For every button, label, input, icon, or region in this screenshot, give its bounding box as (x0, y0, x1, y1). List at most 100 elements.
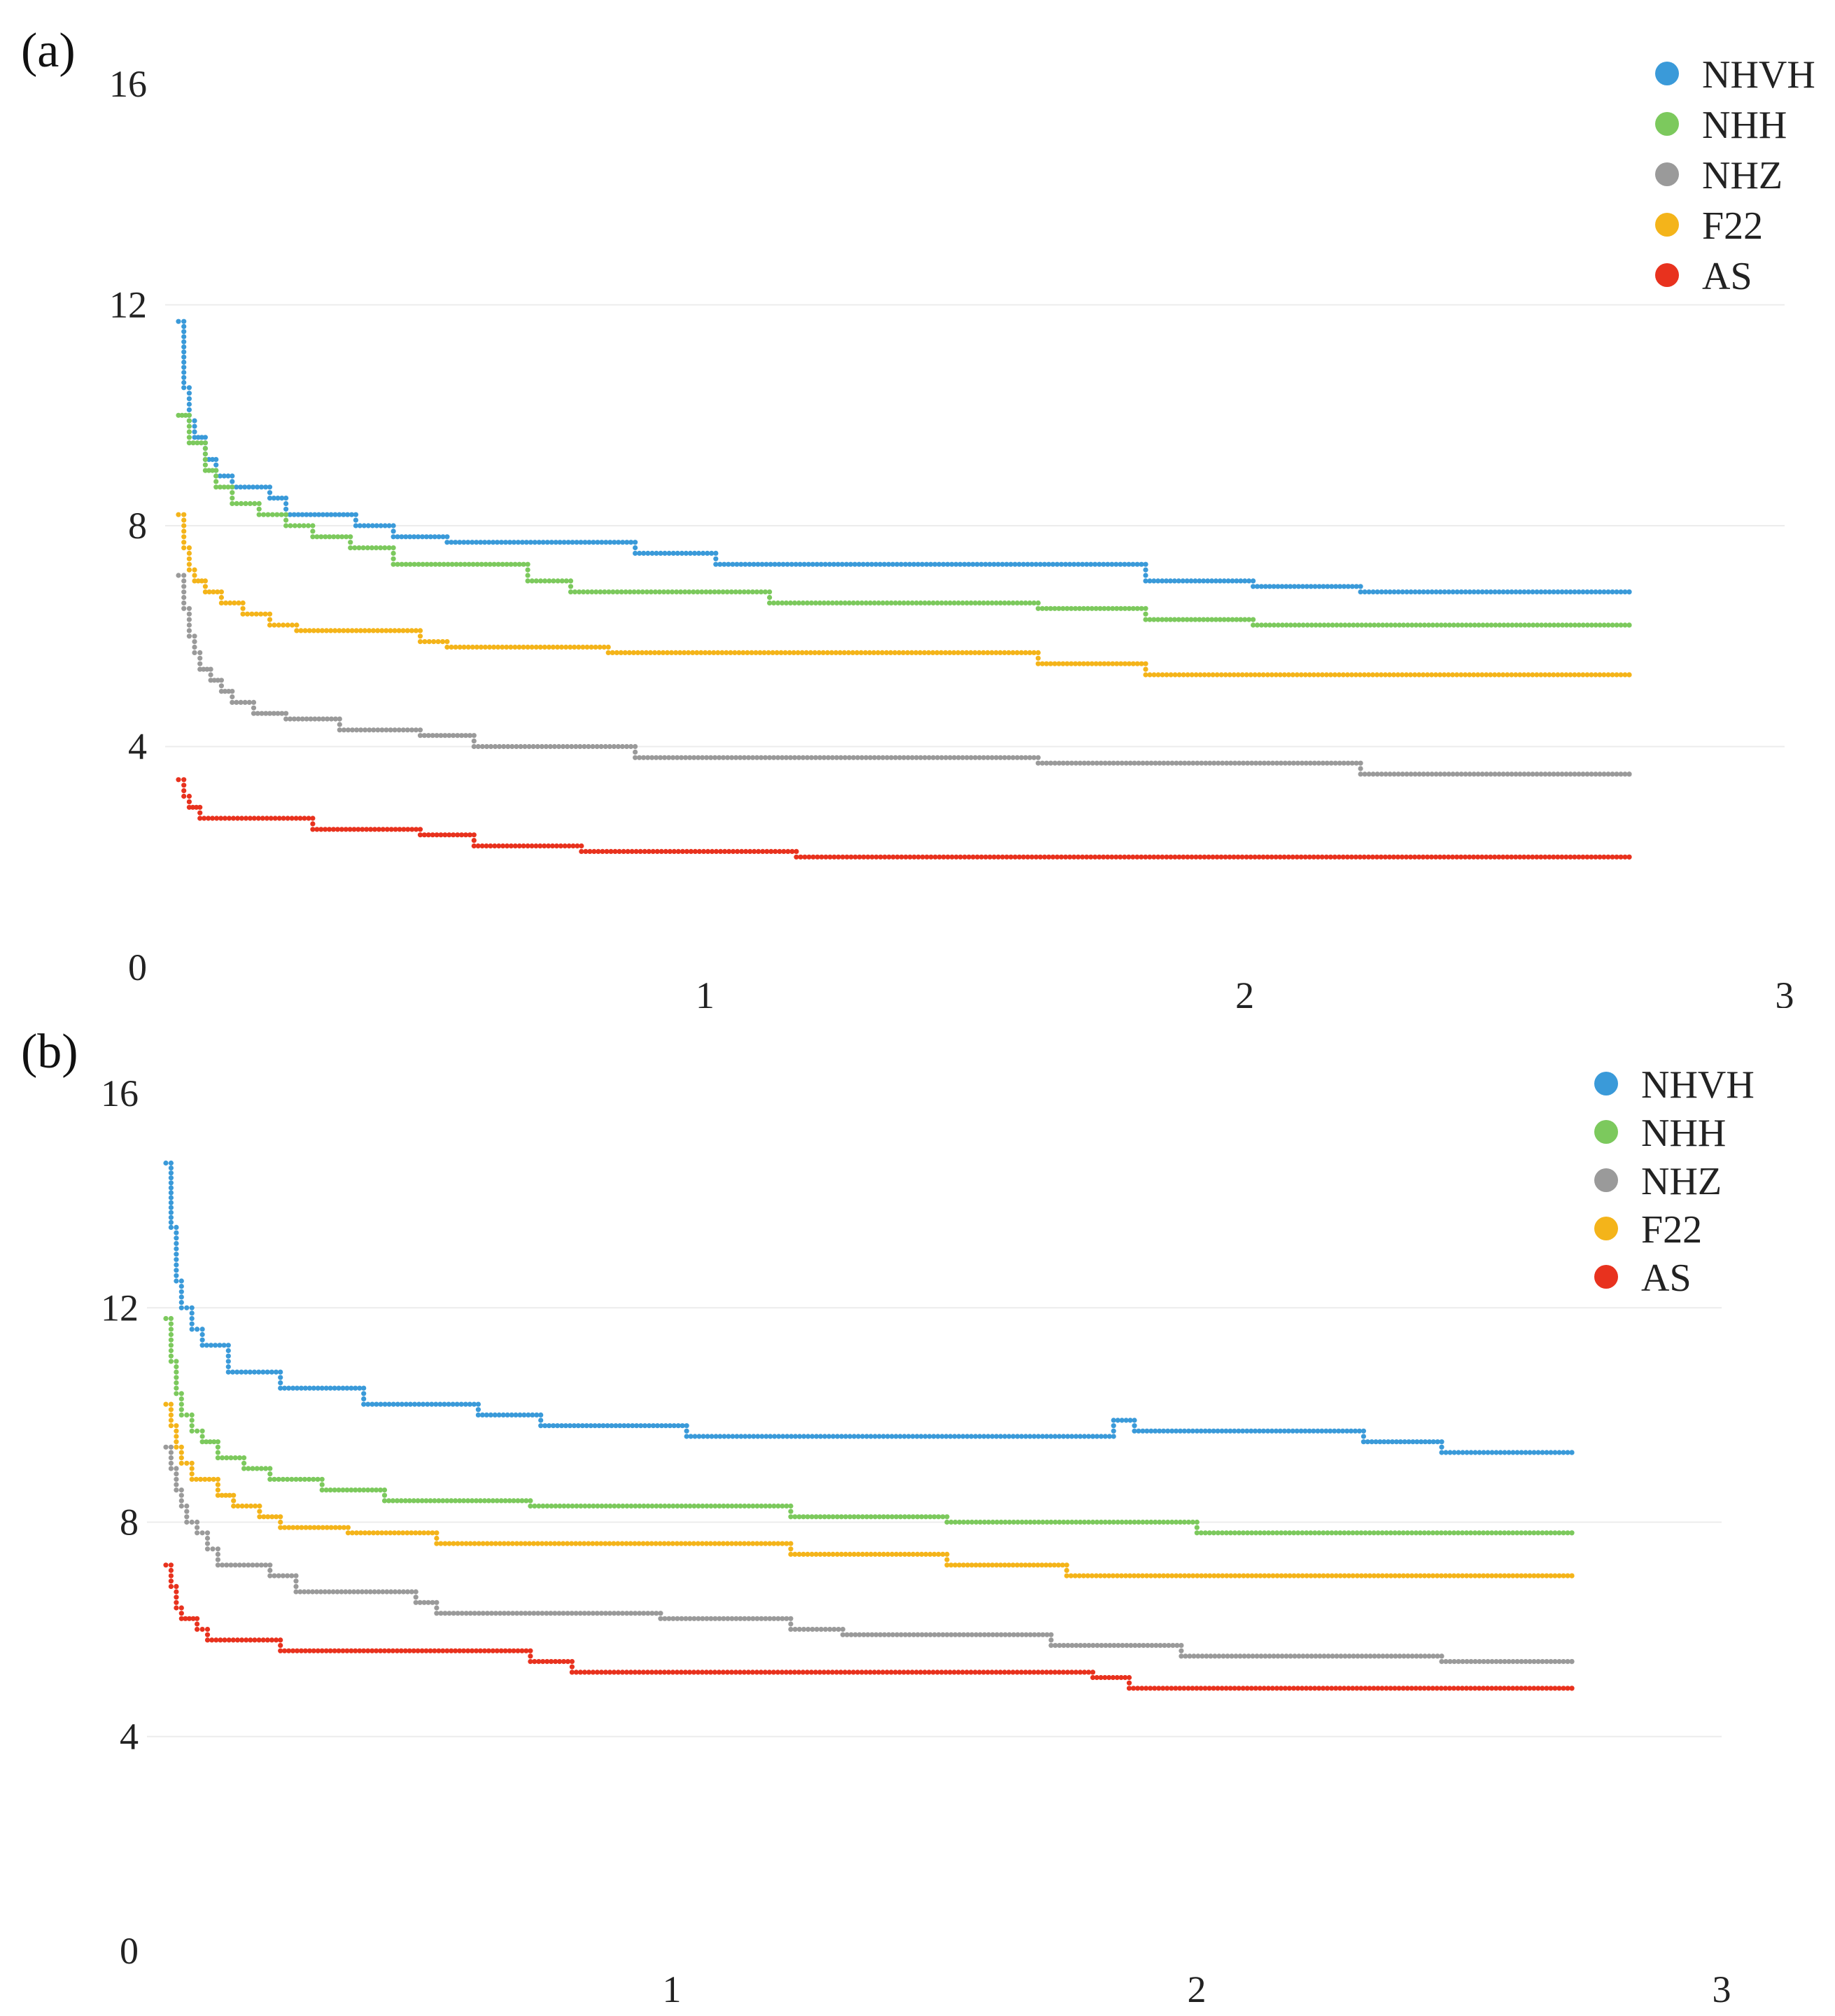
data-point (168, 1455, 174, 1461)
data-point (1189, 672, 1195, 678)
data-point (755, 1434, 761, 1439)
data-point (1294, 672, 1300, 678)
data-point (906, 1632, 913, 1637)
data-point (1044, 1434, 1050, 1439)
data-point (881, 1514, 887, 1520)
data-point (1025, 854, 1031, 860)
data-point (859, 1434, 865, 1439)
data-point (1265, 854, 1270, 860)
data-point (712, 755, 718, 760)
data-point (484, 1611, 491, 1616)
data-point (268, 816, 274, 821)
data-point (1051, 1562, 1057, 1568)
data-point (1073, 606, 1078, 611)
data-point (1043, 661, 1049, 666)
data-point (226, 816, 232, 821)
data-point (348, 540, 353, 545)
data-point (965, 1519, 971, 1525)
data-point (213, 468, 219, 473)
data-point (227, 1492, 232, 1498)
data-point (586, 1503, 592, 1509)
data-point (546, 644, 552, 650)
data-point (1404, 771, 1409, 777)
data-point (1056, 760, 1062, 766)
data-point (840, 1632, 845, 1637)
data-point (308, 512, 314, 517)
data-point (1459, 622, 1465, 628)
data-point (349, 628, 355, 634)
data-point (572, 589, 578, 595)
data-point (662, 1503, 668, 1509)
legend-marker-as (1655, 263, 1679, 287)
data-point (407, 561, 413, 567)
data-point (801, 1434, 807, 1439)
data-point (1181, 1428, 1187, 1434)
data-point (850, 1670, 856, 1675)
data-point (218, 589, 224, 595)
data-point (869, 854, 875, 860)
data-point (1556, 1450, 1562, 1455)
data-point (356, 827, 361, 832)
data-point (915, 1632, 920, 1637)
data-point (961, 1562, 966, 1568)
data-point (337, 512, 342, 517)
data-point (375, 1530, 381, 1536)
data-point (263, 484, 269, 490)
data-point (267, 617, 273, 622)
series-nhz (176, 573, 1632, 777)
data-point (1210, 854, 1216, 860)
data-point (1168, 672, 1174, 678)
data-point (455, 832, 460, 838)
data-point (678, 1670, 684, 1675)
data-point (1439, 1659, 1444, 1665)
data-point (1551, 622, 1557, 628)
data-point (1076, 661, 1083, 666)
data-point (986, 1632, 992, 1637)
data-point (691, 1616, 697, 1621)
legend-marker-nhh (1655, 112, 1679, 136)
data-point (789, 561, 794, 567)
data-point (826, 1551, 831, 1557)
data-point (666, 1541, 671, 1546)
data-point (1548, 1659, 1554, 1665)
data-point (920, 854, 925, 860)
data-point (877, 1551, 883, 1557)
data-point (817, 1670, 822, 1675)
data-point (267, 1573, 273, 1578)
data-point (673, 650, 679, 656)
data-point (1085, 661, 1090, 666)
data-point (181, 349, 187, 355)
data-point (855, 1670, 860, 1675)
data-point (1395, 854, 1400, 860)
data-point (282, 1525, 288, 1530)
data-point (325, 716, 330, 722)
data-point (267, 1476, 273, 1482)
data-point (1417, 1686, 1423, 1691)
data-point (1375, 589, 1380, 595)
data-point (276, 622, 281, 628)
data-point (536, 1659, 542, 1665)
data-point (674, 589, 680, 595)
data-point (555, 578, 561, 584)
data-point (349, 1530, 355, 1536)
data-point (1128, 1643, 1134, 1648)
data-point (190, 440, 196, 446)
data-point (1530, 672, 1535, 678)
data-point (1016, 854, 1022, 860)
data-point (771, 1541, 777, 1546)
data-point (424, 561, 430, 567)
data-point (230, 694, 235, 700)
data-point (186, 561, 192, 567)
data-point (788, 1627, 794, 1632)
data-point (722, 561, 727, 567)
data-point (766, 1670, 772, 1675)
data-point (1102, 1573, 1107, 1578)
data-point (1120, 1643, 1125, 1648)
data-point (1027, 1562, 1032, 1568)
data-point (1506, 1450, 1512, 1455)
data-point (1610, 771, 1615, 777)
data-point (433, 561, 438, 567)
data-point (1471, 589, 1477, 595)
y-tick-label: 16 (109, 63, 147, 105)
